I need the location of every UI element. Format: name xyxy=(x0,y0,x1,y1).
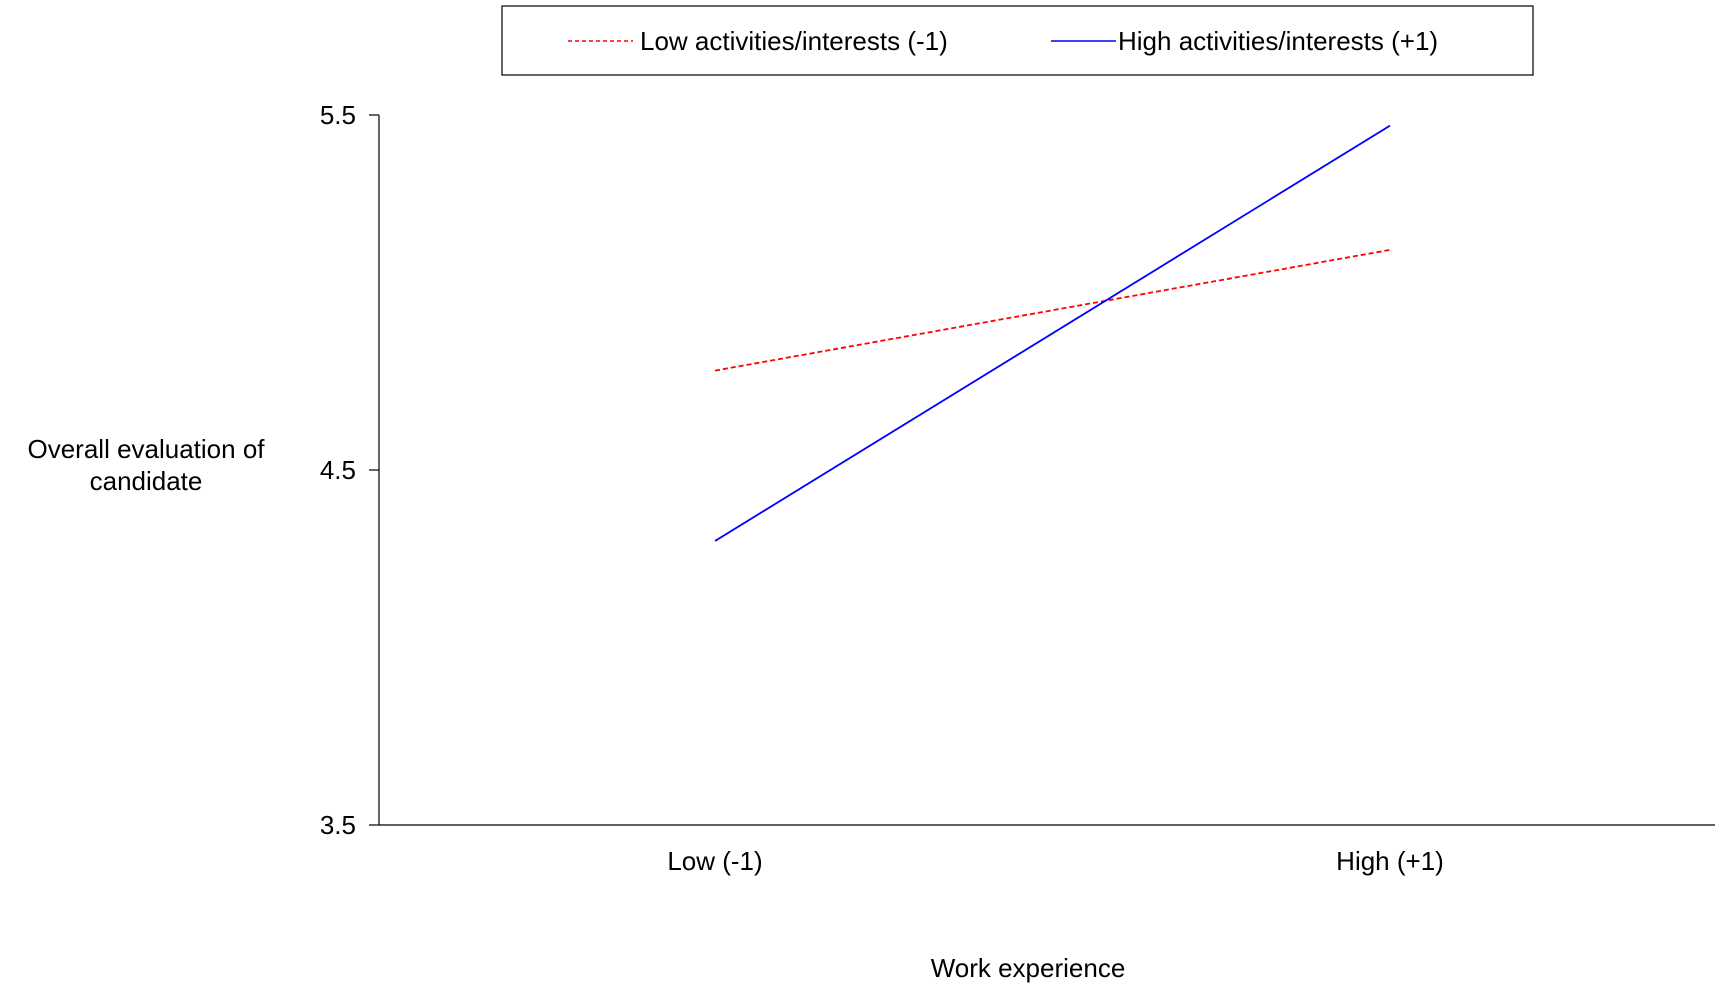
legend-label-series-2: High activities/interests (+1) xyxy=(1118,26,1438,56)
y-tick-label-1: 5.5 xyxy=(320,100,356,130)
x-axis-label: Work experience xyxy=(931,953,1126,983)
series-line-2 xyxy=(714,124,1391,542)
legend: Low activities/interests (-1) High activ… xyxy=(501,5,1534,76)
y-tick-label-2: 4.5 xyxy=(320,455,356,485)
y-axis-label-line-2: candidate xyxy=(90,466,203,496)
series-line-1 xyxy=(714,249,1391,372)
y-tick-label-3: 3.5 xyxy=(320,810,356,840)
legend-box xyxy=(501,5,1534,76)
y-axis-ticks: 5.5 4.5 3.5 xyxy=(320,100,379,840)
legend-label-series-1: Low activities/interests (-1) xyxy=(640,26,948,56)
x-tick-label-high: High (+1) xyxy=(1336,846,1444,876)
x-tick-label-low: Low (-1) xyxy=(667,846,762,876)
series-layer xyxy=(714,124,1391,542)
y-axis-label-line-1: Overall evaluation of xyxy=(27,434,265,464)
